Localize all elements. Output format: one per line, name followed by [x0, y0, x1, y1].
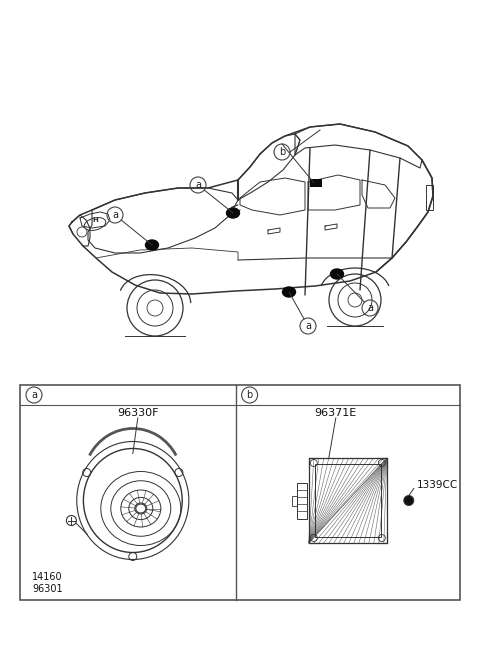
Text: a: a: [112, 210, 118, 220]
Ellipse shape: [145, 240, 158, 250]
Bar: [292, 495, 297, 506]
Bar: [315, 464, 381, 537]
Ellipse shape: [331, 269, 344, 279]
Bar: [20, 385, 460, 600]
Ellipse shape: [227, 208, 240, 218]
Bar: [310, 179, 322, 187]
Bar: [309, 458, 387, 543]
Text: b: b: [246, 390, 253, 400]
Text: a: a: [195, 180, 201, 190]
Bar: [297, 483, 307, 519]
Text: 96330F: 96330F: [117, 408, 158, 418]
Text: H: H: [92, 217, 98, 223]
Text: b: b: [279, 147, 285, 157]
Text: 14160
96301: 14160 96301: [32, 572, 62, 594]
Text: 96371E: 96371E: [315, 408, 357, 418]
Text: a: a: [367, 303, 373, 313]
Text: 1339CC: 1339CC: [417, 481, 458, 491]
Bar: [426, 185, 433, 210]
Text: a: a: [31, 390, 37, 400]
Circle shape: [404, 495, 414, 506]
Text: a: a: [305, 321, 311, 331]
Ellipse shape: [283, 287, 296, 297]
